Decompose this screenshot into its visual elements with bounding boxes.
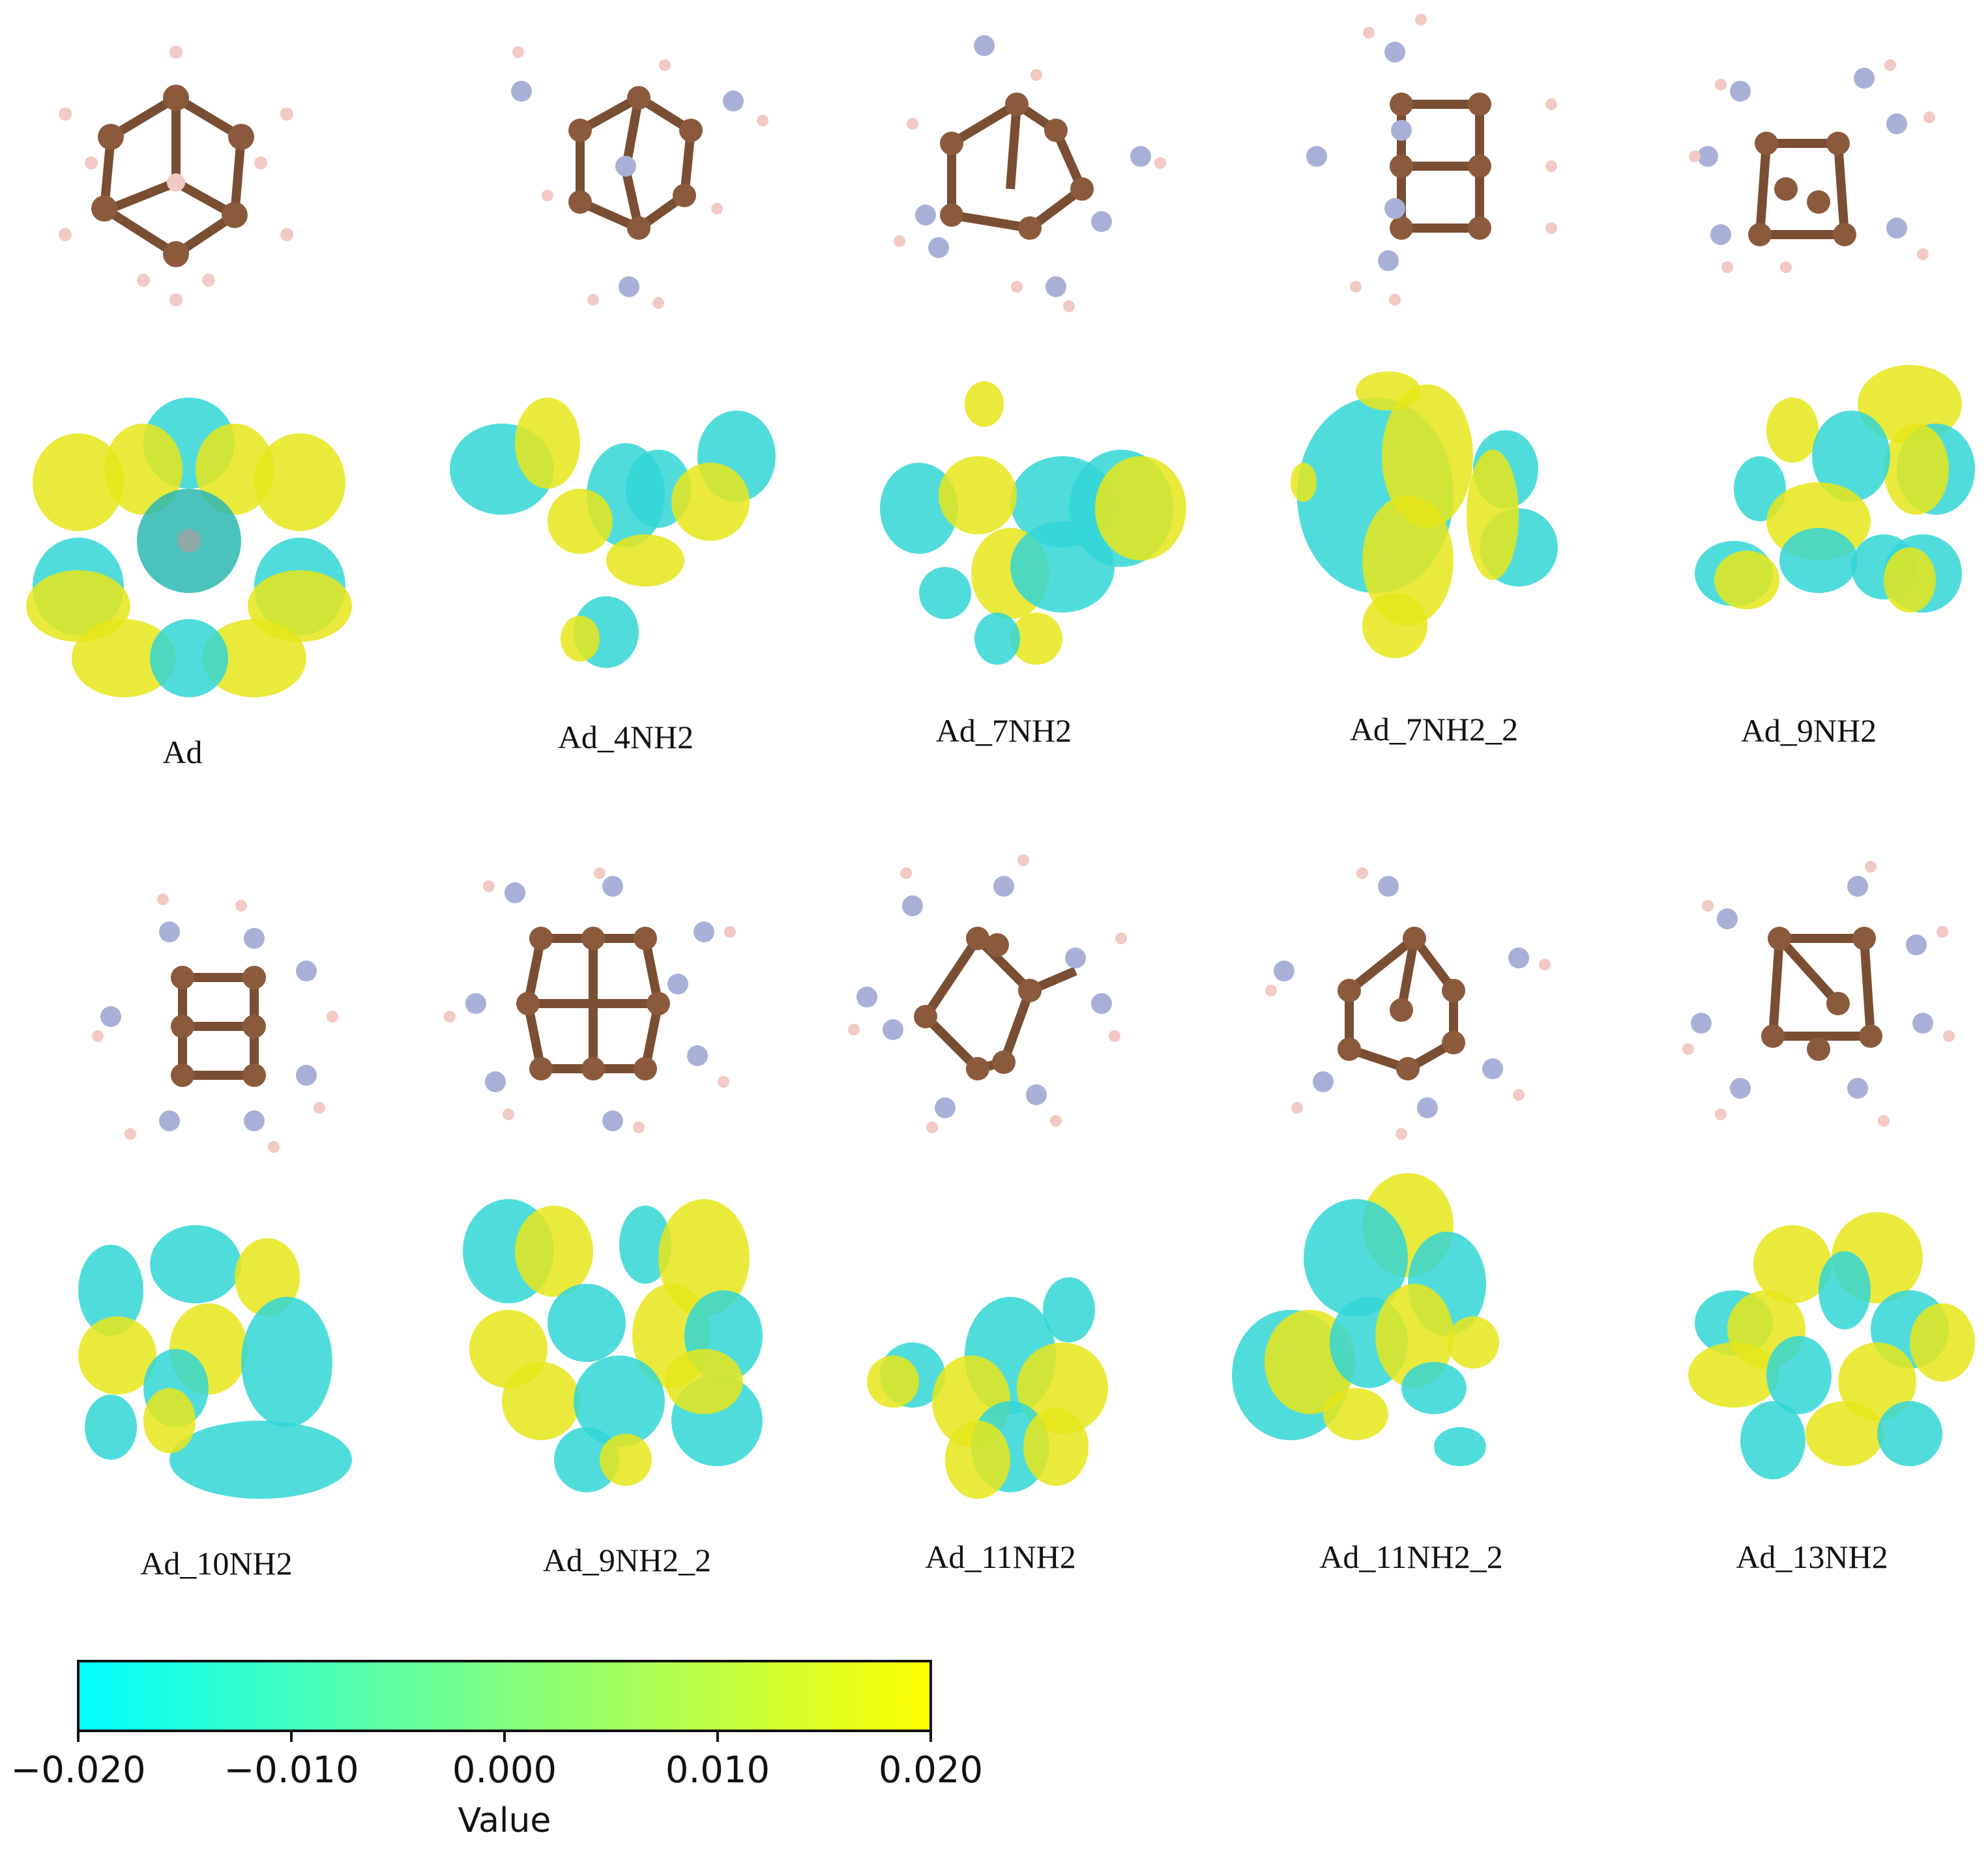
structure-ad-11nh2 <box>848 854 1127 1133</box>
structure-ad-7nh2 <box>894 35 1166 312</box>
molecule-label: Ad <box>162 734 203 770</box>
isosurface-ad-11nh2-2 <box>1232 1173 1499 1466</box>
isosurface-ad-13nh2 <box>1688 1212 1975 1479</box>
isosurface-ad-10nh2 <box>78 1225 352 1499</box>
molecule-label: Ad_10NH2 <box>140 1545 293 1582</box>
structure-ad-13nh2 <box>1682 861 1955 1127</box>
colorbar-tick-label: −0.010 <box>224 1749 359 1791</box>
isosurface-ad-4nh2 <box>450 398 776 668</box>
colorbar-tick-label: 0.020 <box>878 1749 984 1791</box>
molecule-label: Ad_7NH2_2 <box>1349 711 1519 747</box>
isosurface-ad-7nh2-2 <box>1291 371 1558 658</box>
isosurface-ad-11nh2 <box>867 1277 1108 1499</box>
colorbar <box>77 1660 932 1742</box>
structure-ad-9nh2 <box>1689 59 1935 273</box>
molecule-label: Ad_7NH2 <box>935 712 1072 749</box>
structure-ad-7nh2-2 <box>1306 14 1557 306</box>
molecule-label: Ad_9NH2_2 <box>542 1542 712 1578</box>
isosurface-ad-9nh2-2 <box>463 1199 763 1492</box>
structure-ad-11nh2-2 <box>1265 867 1551 1140</box>
colorbar-tick-label: 0.010 <box>665 1749 770 1791</box>
isosurface-ad <box>26 398 352 697</box>
structure-ad-10nh2 <box>92 893 338 1153</box>
molecule-label: Ad_4NH2 <box>557 719 694 755</box>
colorbar-tick-label: 0.000 <box>452 1749 557 1791</box>
structure-ad-9nh2-2 <box>444 867 736 1133</box>
isosurface-ad-9nh2 <box>1695 365 1975 613</box>
isosurface-ad-7nh2 <box>880 381 1186 665</box>
colorbar-title: Value <box>458 1801 551 1840</box>
molecule-label: Ad_9NH2 <box>1740 712 1877 749</box>
molecule-label: Ad_11NH2 <box>925 1539 1076 1575</box>
molecule-label: Ad_11NH2_2 <box>1319 1539 1503 1575</box>
colorbar-tick-label: −0.020 <box>10 1749 146 1791</box>
structure-ad <box>59 46 293 306</box>
structure-ad-4nh2 <box>511 46 768 309</box>
molecule-label: Ad_13NH2 <box>1736 1539 1888 1575</box>
